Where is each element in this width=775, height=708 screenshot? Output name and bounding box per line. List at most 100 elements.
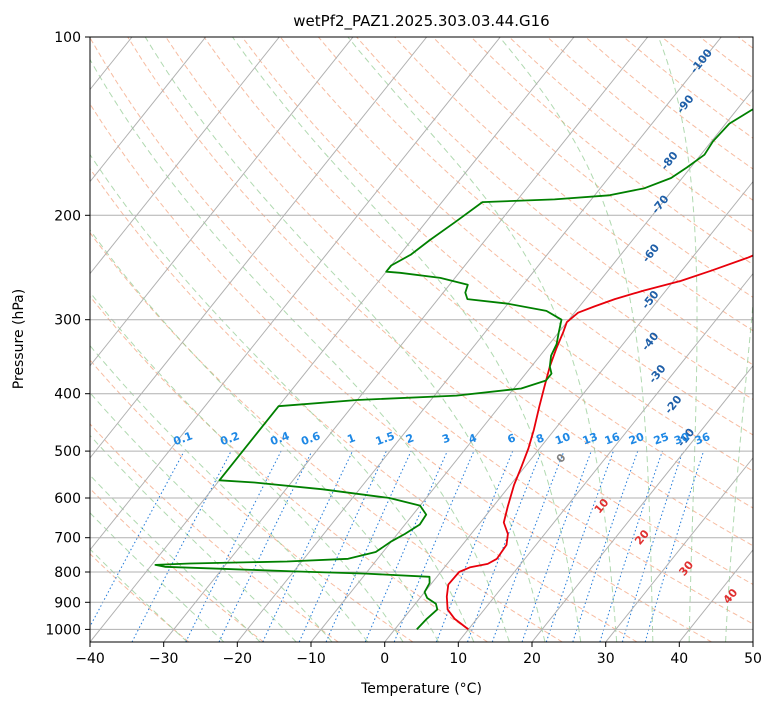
mixing-ratio-label: 3: [440, 431, 452, 446]
y-tick-label: 900: [54, 595, 81, 611]
x-tick-label: 0: [380, 651, 389, 667]
moist-adiabat-line: [90, 58, 510, 642]
dry-adiabat-line: [394, 37, 753, 332]
mixing-ratio-label: 0.6: [299, 429, 322, 448]
mixing-ratio-line: [325, 450, 412, 642]
isotherm-gridline: [457, 272, 753, 642]
isotherm-gridline: [752, 641, 753, 642]
mixing-ratio-line: [621, 450, 684, 642]
moist-adiabat-line: [658, 37, 698, 642]
mixing-ratio-line: [364, 450, 448, 642]
isotherm-gridline: [90, 37, 280, 275]
x-tick-label: 30: [597, 651, 615, 667]
isotherm-label: -80: [658, 149, 681, 173]
y-tick-label: 400: [54, 387, 81, 403]
mixing-ratio-label: 8: [534, 431, 546, 446]
mixing-ratio-label: 36: [693, 430, 712, 448]
moist-adiabat-line: [90, 229, 439, 642]
isotherm-gridline: [90, 37, 575, 642]
isotherm-gridline: [163, 37, 649, 642]
dry-adiabat-line: [203, 37, 753, 509]
moist-adiabat-label: 10: [592, 496, 612, 516]
plot-frame: [89, 36, 754, 643]
moist-adiabat-line: [90, 291, 404, 642]
mixing-ratio-label: 20: [627, 430, 646, 448]
x-tick-label: 50: [744, 651, 762, 667]
dry-adiabat-line: [547, 37, 753, 201]
dry-adiabat-line: [90, 553, 190, 642]
mixing-ratio-label: 16: [603, 430, 622, 448]
isotherm-gridline: [0, 37, 58, 642]
x-tick-label: 40: [670, 651, 688, 667]
mixing-ratio-label: 0.1: [172, 429, 195, 448]
mixing-ratio-label: 1: [345, 431, 357, 446]
x-tick-label: −20: [223, 651, 253, 667]
mixing-ratio-line: [521, 450, 592, 642]
mixing-ratio-label: 0.4: [269, 429, 292, 448]
isotherm-label: -20: [662, 393, 685, 417]
isotherm-gridline: [310, 88, 753, 642]
dry-adiabat-line: [90, 37, 753, 625]
moist-adiabat-label: 40: [721, 586, 741, 606]
isotherm-gridline: [90, 37, 207, 183]
y-tick-label: 800: [54, 565, 81, 581]
mixing-ratio-line: [572, 450, 639, 642]
moist-adiabat-line: [725, 299, 753, 642]
dry-adiabat-line: [737, 37, 753, 49]
dry-adiabat-line: [432, 37, 753, 298]
dry-adiabat-line: [241, 37, 753, 472]
y-axis-label: Pressure (hPa): [11, 289, 27, 389]
x-tick-label: −30: [149, 651, 179, 667]
moist-adiabat-line: [90, 344, 369, 642]
isotherm-label: -40: [639, 329, 662, 353]
dry-adiabat-line: [90, 487, 264, 642]
isotherm-gridline: [384, 180, 753, 642]
moist-adiabat-line: [90, 474, 261, 642]
dry-adiabat-line: [699, 37, 753, 79]
y-tick-label: 1000: [45, 622, 81, 638]
mixing-ratio-line: [467, 450, 542, 642]
mixing-ratio-label: 0.2: [219, 429, 242, 448]
dewpoint-profile-line: [154, 108, 753, 631]
mixing-ratio-line: [599, 450, 663, 642]
dry-adiabat-line: [508, 37, 753, 233]
dry-adiabat-line: [90, 103, 712, 642]
y-tick-label: 700: [54, 531, 81, 547]
dry-adiabat-line: [90, 295, 488, 642]
moist-adiabat-label: 30: [676, 558, 696, 578]
mixing-ratio-line: [218, 450, 313, 642]
chart-title: wetPf2_PAZ1.2025.303.03.44.G16: [293, 12, 549, 31]
isotherm-gridline: [531, 364, 753, 642]
moist-adiabat-line: [90, 548, 188, 642]
mixing-ratio-label: 4: [467, 431, 479, 446]
y-tick-label: 200: [54, 208, 81, 224]
dry-adiabat-line: [585, 37, 753, 170]
isotherm-gridline: [236, 37, 722, 642]
isotherm-label: -60: [640, 241, 663, 265]
y-tick-label: 100: [54, 30, 81, 46]
mixing-ratio-label: 1.5: [374, 429, 397, 448]
mixing-ratio-line: [435, 450, 514, 642]
dry-adiabat-line: [90, 423, 339, 642]
moist-adiabat-line: [232, 37, 582, 642]
isotherm-gridline: [605, 457, 753, 642]
mixing-ratio-label: 30: [672, 430, 691, 448]
moist-adiabat-line: [90, 512, 225, 642]
dry-adiabat-line: [356, 37, 753, 366]
x-tick-label: 20: [523, 651, 541, 667]
x-axis-label: Temperature (°C): [360, 681, 482, 697]
mixing-ratio-line: [262, 450, 353, 642]
isotherm-gridline: [678, 549, 753, 642]
dry-adiabat-line: [90, 167, 638, 642]
isotherm-label: -90: [674, 92, 697, 116]
x-tick-label: 10: [449, 651, 467, 667]
y-tick-label: 300: [54, 313, 81, 329]
moist-adiabat-line: [90, 153, 475, 642]
dry-adiabat-line: [470, 37, 753, 266]
mixing-ratio-line: [491, 450, 565, 642]
dry-adiabat-line: [90, 231, 563, 642]
mixing-ratio-line: [90, 450, 185, 628]
y-tick-label: 600: [54, 491, 81, 507]
mixing-ratio-label: 10: [553, 430, 572, 448]
